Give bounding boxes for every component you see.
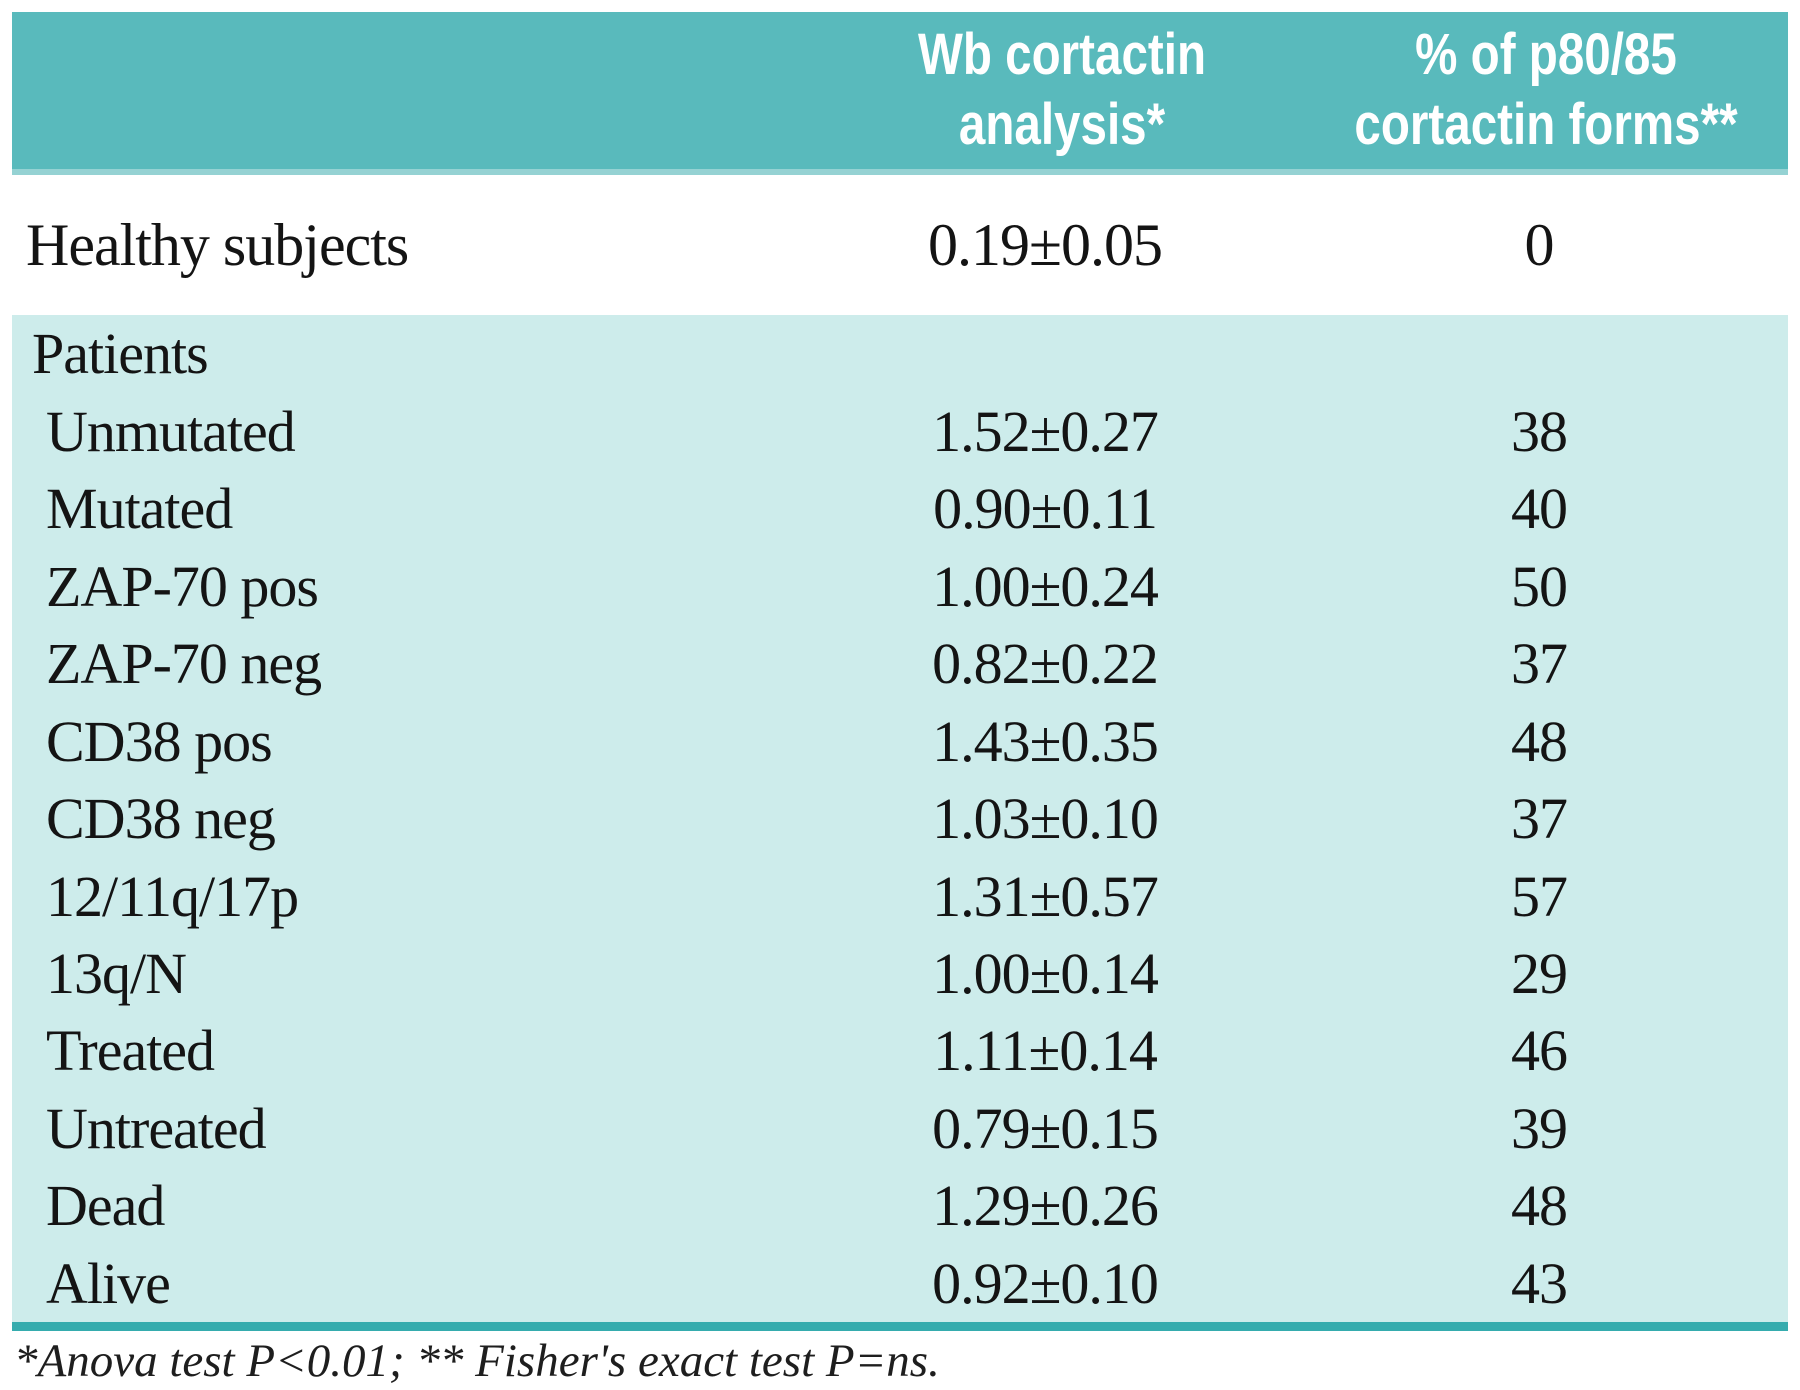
pct-value: 48 [1511,708,1568,774]
pct-value: 0 [1524,211,1555,278]
row-label: Healthy subjects [26,211,409,278]
table-row: Alive 0.92±0.10 43 [12,1245,1788,1322]
table-row: ZAP-70 pos 1.00±0.24 50 [12,547,1788,624]
wb-value: 1.00±0.14 [932,940,1159,1006]
wb-value: 0.19±0.05 [928,211,1163,278]
row-label: Treated [46,1018,215,1084]
wb-value: 1.43±0.35 [932,708,1159,774]
row-label: ZAP-70 pos [46,553,319,619]
column-header-line: analysis* [958,92,1166,157]
patients-section: Patients Unmutated 1.52±0.27 38 Mutated … [12,315,1788,1322]
row-label: Dead [46,1173,165,1239]
row-label: CD38 neg [46,786,276,852]
column-header-line: % of p80/85 [1415,22,1677,87]
table-row-patients-group: Patients [12,315,1788,392]
wb-value: 0.90±0.11 [933,476,1158,542]
table-header-band: Wb cortactin analysis* % of p80/85 corta… [12,12,1788,175]
column-header-wb-cortactin: Wb cortactin analysis* [857,20,1267,160]
table-row: Unmutated 1.52±0.27 38 [12,392,1788,469]
wb-value: 1.03±0.10 [932,786,1159,852]
pct-value: 37 [1511,786,1568,852]
table-row: Treated 1.11±0.14 46 [12,1012,1788,1089]
pct-value: 48 [1511,1173,1568,1239]
footnote: *Anova test P<0.01; ** Fisher's exact te… [14,1335,940,1387]
pct-value: 29 [1511,940,1568,1006]
wb-value: 0.82±0.22 [932,631,1159,697]
pct-value: 39 [1511,1095,1568,1161]
wb-value: 1.29±0.26 [932,1173,1159,1239]
table-row: ZAP-70 neg 0.82±0.22 37 [12,625,1788,702]
group-label: Patients [32,321,209,387]
table-row: Dead 1.29±0.26 48 [12,1167,1788,1244]
row-label: Unmutated [46,398,296,464]
pct-value: 50 [1511,553,1568,619]
table-row: 12/11q/17p 1.31±0.57 57 [12,857,1788,934]
wb-value: 1.11±0.14 [933,1018,1158,1084]
wb-value: 1.31±0.57 [932,863,1159,929]
row-label: CD38 pos [46,708,273,774]
table-row: Mutated 0.90±0.11 40 [12,470,1788,547]
table-row: CD38 neg 1.03±0.10 37 [12,780,1788,857]
wb-value: 0.92±0.10 [932,1250,1159,1316]
pct-value: 40 [1511,476,1568,542]
wb-value: 1.52±0.27 [932,398,1159,464]
row-label: Mutated [46,476,233,542]
table-row: Untreated 0.79±0.15 39 [12,1090,1788,1167]
row-label: 12/11q/17p [46,863,299,929]
row-label: ZAP-70 neg [46,631,322,697]
pct-value: 37 [1511,631,1568,697]
bottom-rule [12,1322,1788,1331]
row-label: 13q/N [46,940,187,1006]
wb-value: 1.00±0.24 [932,553,1159,619]
table-row: 13q/N 1.00±0.14 29 [12,935,1788,1012]
table-row-healthy-subjects: Healthy subjects 0.19±0.05 0 [12,175,1788,315]
wb-value: 0.79±0.15 [932,1095,1159,1161]
column-header-line: Wb cortactin [917,22,1206,87]
pct-value: 38 [1511,398,1568,464]
column-header-p80-85-forms: % of p80/85 cortactin forms** [1348,20,1745,160]
table-row: CD38 pos 1.43±0.35 48 [12,702,1788,779]
row-label: Alive [46,1250,171,1316]
column-header-line: cortactin forms** [1354,92,1738,157]
pct-value: 46 [1511,1018,1568,1084]
row-label: Untreated [46,1095,267,1161]
pct-value: 43 [1511,1250,1568,1316]
pct-value: 57 [1511,863,1568,929]
